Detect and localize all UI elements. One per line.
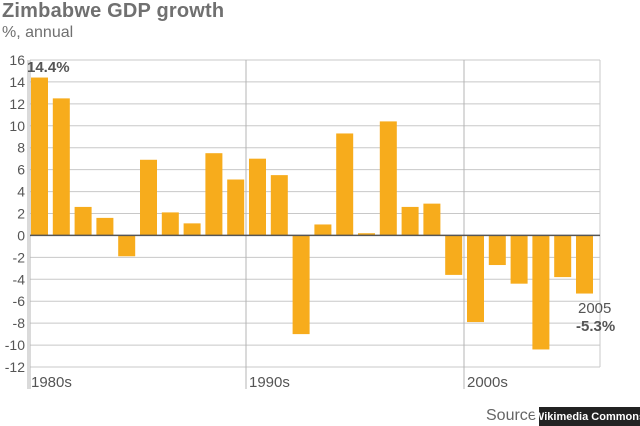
y-tick-label: 16 xyxy=(9,52,25,68)
y-tick-label: -4 xyxy=(13,271,26,287)
bar xyxy=(576,235,593,294)
bar xyxy=(401,206,419,236)
bar xyxy=(52,98,70,236)
bar xyxy=(205,153,223,236)
bar xyxy=(183,223,201,236)
annotation-first-value: 14.4% xyxy=(27,59,70,76)
y-tick-label: 12 xyxy=(9,96,25,112)
y-tick-label: 0 xyxy=(17,227,25,243)
bar xyxy=(249,158,266,236)
annotation-last-year: 2005 xyxy=(578,300,611,317)
bar xyxy=(270,175,288,236)
x-decade-label: 2000s xyxy=(467,374,508,391)
bar xyxy=(488,235,506,266)
y-tick-label: 4 xyxy=(17,184,25,200)
bar xyxy=(161,212,179,236)
bar xyxy=(423,203,441,236)
annotation-last-value: -5.3% xyxy=(576,318,615,335)
chart-subtitle: %, annual xyxy=(2,24,74,41)
y-tick-label: 10 xyxy=(9,118,25,134)
bar xyxy=(467,235,484,323)
bar xyxy=(445,235,463,275)
x-decade-label: 1980s xyxy=(31,374,72,391)
y-tick-label: -6 xyxy=(13,293,26,309)
bar xyxy=(336,133,354,236)
bar xyxy=(96,217,114,236)
bar xyxy=(74,206,92,236)
bar xyxy=(292,235,310,335)
x-decade-label: 1990s xyxy=(249,374,290,391)
bar xyxy=(140,159,157,236)
wikimedia-watermark: Wikimedia Commons xyxy=(534,407,640,426)
y-tick-label: -10 xyxy=(5,337,25,353)
y-tick-label: -8 xyxy=(13,315,26,331)
bar xyxy=(31,77,48,236)
y-tick-label: -12 xyxy=(5,359,25,375)
y-tick-label: 14 xyxy=(9,74,25,90)
bar xyxy=(554,235,572,278)
y-tick-label: 2 xyxy=(17,206,25,222)
bar xyxy=(379,121,397,236)
bar xyxy=(358,233,375,236)
y-tick-label: -2 xyxy=(13,249,26,265)
bar xyxy=(510,235,528,284)
bar xyxy=(118,235,136,257)
bar xyxy=(227,179,245,236)
source-label: Source xyxy=(486,407,537,424)
bar xyxy=(532,235,550,350)
y-tick-label: 6 xyxy=(17,162,25,178)
bar xyxy=(314,224,332,236)
chart-title: Zimbabwe GDP growth xyxy=(2,0,225,22)
y-tick-label: 8 xyxy=(17,140,25,156)
